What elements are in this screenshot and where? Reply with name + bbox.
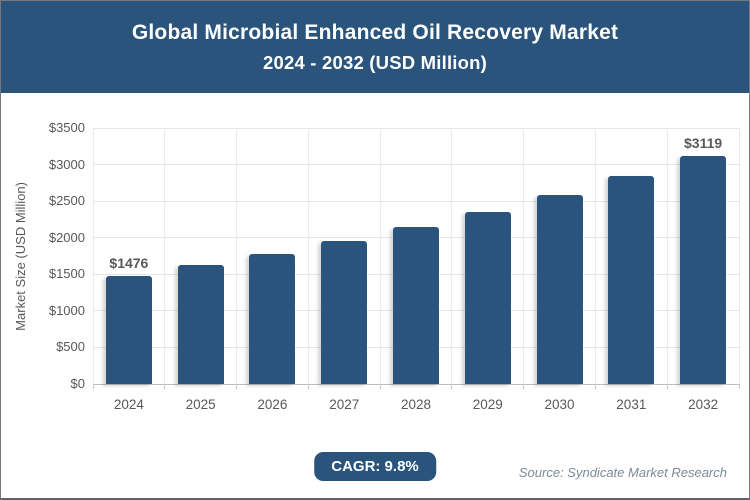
bar-2026 (249, 253, 296, 384)
x-axis-label: 2031 (616, 397, 647, 412)
x-axis-tick (379, 384, 381, 389)
bar-2028 (393, 227, 439, 384)
vertical-gridline (451, 128, 453, 384)
bar-value-label: $1476 (109, 255, 149, 272)
x-axis-label: 2032 (688, 397, 719, 412)
x-axis-tick (236, 384, 238, 389)
vertical-gridline (738, 128, 740, 384)
x-axis-tick (594, 384, 596, 389)
x-axis-label: 2029 (472, 397, 503, 412)
chart-title-line2: 2024 - 2032 (USD Million) (263, 51, 487, 73)
bar-2025 (177, 265, 224, 384)
y-axis-tick-label: $1000 (48, 302, 85, 318)
x-axis-tick (92, 384, 94, 389)
horizontal-gridline (93, 164, 739, 166)
vertical-gridline (236, 128, 238, 384)
x-axis-label: 2028 (400, 397, 432, 412)
x-axis-label: 2026 (257, 397, 288, 412)
vertical-gridline (666, 128, 668, 384)
horizontal-gridline (93, 200, 739, 202)
y-axis-tick-label: $2000 (48, 229, 85, 245)
x-axis-tick (666, 384, 668, 389)
plot-area (92, 127, 740, 385)
x-axis-tick (164, 384, 166, 389)
vertical-gridline (379, 128, 381, 384)
vertical-gridline (594, 128, 596, 384)
bar-2029 (464, 211, 511, 384)
bar-2027 (321, 241, 368, 384)
y-axis-tick-label: $0 (70, 376, 85, 391)
cagr-badge: CAGR: 9.8% (314, 452, 436, 481)
bar-value-label: $3119 (684, 134, 723, 151)
y-axis-tick-label: $1500 (48, 266, 85, 282)
chart-header: Global Microbial Enhanced Oil Recovery M… (1, 1, 749, 93)
bar-2024 (105, 276, 152, 384)
x-axis-label: 2025 (185, 397, 216, 412)
y-axis-tick-label: $3500 (48, 120, 85, 135)
x-axis-label: 2027 (329, 397, 360, 412)
x-axis-tick (523, 384, 525, 389)
source-attribution: Source: Syndicate Market Research (518, 465, 727, 480)
y-axis-tick-label: $500 (56, 339, 85, 355)
horizontal-gridline (93, 127, 739, 129)
x-axis-tick (451, 384, 453, 389)
chart-title-line1: Global Microbial Enhanced Oil Recovery M… (131, 20, 619, 44)
bar-2030 (536, 194, 583, 384)
bar-2031 (608, 176, 655, 384)
x-axis-tick (307, 384, 309, 389)
x-axis-line (93, 384, 739, 385)
x-axis-tick (738, 384, 740, 389)
y-axis-tick-label: $2500 (48, 193, 85, 209)
x-axis-label: 2024 (113, 397, 144, 412)
vertical-gridline (92, 128, 94, 384)
vertical-gridline (307, 128, 309, 384)
bar-2032 (680, 155, 727, 384)
vertical-gridline (164, 128, 166, 384)
y-axis-tick-label: $3000 (48, 156, 85, 172)
x-axis-label: 2030 (544, 397, 575, 412)
vertical-gridline (523, 128, 525, 384)
